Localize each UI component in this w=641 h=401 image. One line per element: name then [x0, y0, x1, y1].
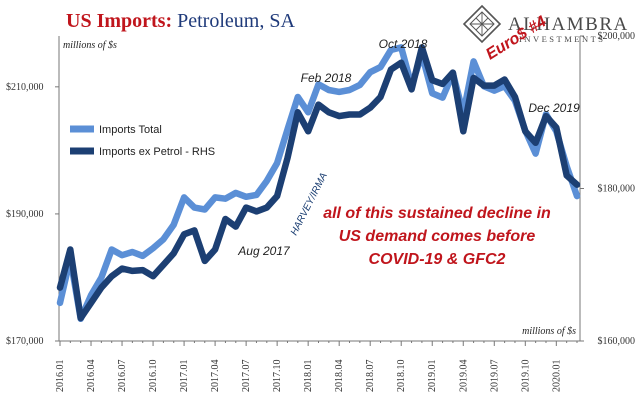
x-tick-label: 2017.10 [272, 360, 283, 393]
brand-subtitle: INVESTMENTS [519, 34, 606, 44]
x-tick-label: 2017.07 [241, 360, 252, 393]
legend-label-imports-ex-petrol: Imports ex Petrol - RHS [99, 146, 215, 158]
callout-line-2: US demand comes before [339, 228, 536, 245]
x-tick-label: 2017.04 [210, 360, 221, 393]
right-axis-unit: millions of $s [522, 326, 576, 337]
x-tick-label: 2016.10 [148, 360, 159, 393]
x-tick-label: 2016.07 [117, 360, 128, 393]
annotation-feb-2018: Feb 2018 [301, 71, 352, 85]
chart-title-bold: US Imports: [66, 10, 172, 32]
series-line-imports-ex-petrol [56, 44, 581, 322]
x-tick-label: 2016.01 [55, 360, 66, 393]
series-layer [56, 44, 581, 323]
x-tick-label: 2020.01 [551, 360, 562, 393]
left-axis-ticks: $170,000 $190,000 $210,000 [6, 82, 59, 347]
right-tick-label: $160,000 [598, 336, 636, 347]
right-axis-ticks: $160,000 $180,000 $200,000 [580, 31, 635, 347]
series-line-imports-total [56, 44, 581, 323]
annotation-aug-2017: Aug 2017 [237, 244, 291, 258]
x-axis-ticks: 2016.01 2016.04 2016.07 2016.10 2017.01 2017.… [55, 341, 578, 393]
callout-line-1: all of this sustained decline in [323, 205, 551, 222]
annotation-dec-2019: Dec 2019 [528, 101, 580, 115]
x-tick-label: 2016.04 [86, 360, 97, 393]
left-axis-unit: millions of $s [63, 40, 117, 51]
x-tick-label: 2019.07 [489, 359, 500, 392]
x-tick-label: 2018.01 [303, 360, 314, 393]
diamond-lattice-icon [462, 4, 502, 44]
brand-name: ALHAMBRA [508, 14, 629, 35]
chart-title-rest: Petroleum, SA [172, 10, 295, 32]
svg-text:US Imports: Petroleum, SA: US Imports: Petroleum, SA [66, 10, 295, 32]
legend-label-imports-total: Imports Total [99, 124, 162, 136]
x-tick-label: 2018.10 [396, 360, 407, 393]
x-tick-label: 2019.04 [458, 360, 469, 393]
x-tick-label: 2017.01 [179, 360, 190, 393]
left-tick-label: $170,000 [6, 336, 44, 347]
right-tick-label: $200,000 [598, 31, 636, 42]
x-tick-label: 2018.04 [334, 360, 345, 393]
left-tick-label: $190,000 [6, 209, 44, 220]
left-tick-label: $210,000 [6, 82, 44, 93]
x-tick-label: 2018.07 [365, 360, 376, 393]
annotation-oct-2018: Oct 2018 [379, 37, 428, 51]
x-tick-label: 2019.01 [427, 360, 438, 393]
callout-line-3: COVID-19 & GFC2 [369, 251, 506, 268]
right-tick-label: $180,000 [598, 184, 636, 195]
x-tick-label: 2019.10 [520, 360, 531, 393]
